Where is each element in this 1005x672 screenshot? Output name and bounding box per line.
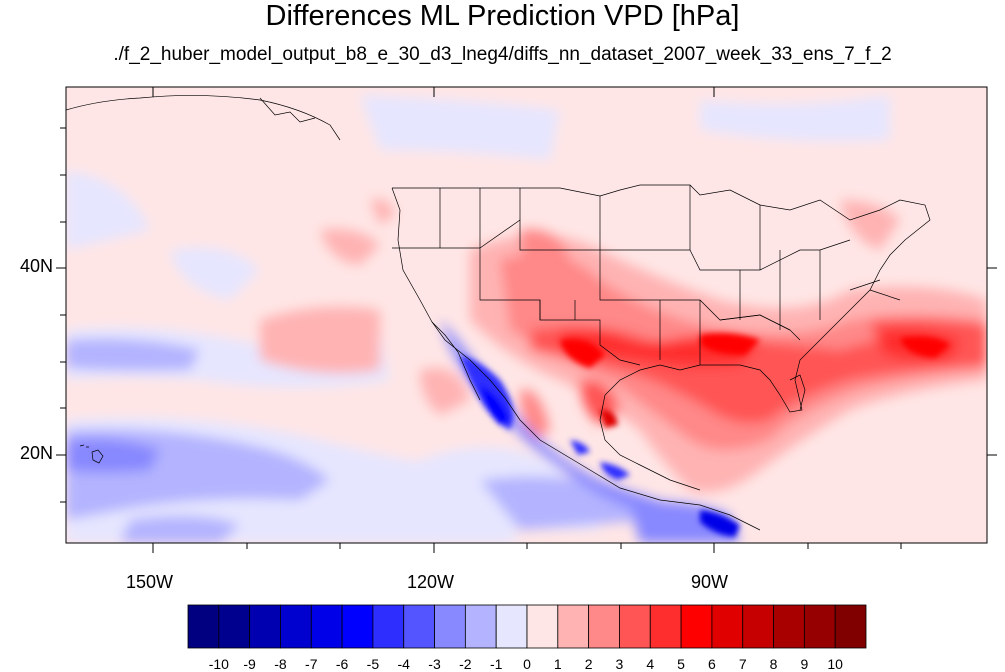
colorbar-label: 5 — [677, 656, 685, 672]
colorbar-swatch — [711, 604, 744, 649]
coastlines — [66, 95, 931, 531]
colorbar-label: -5 — [366, 656, 380, 672]
colorbar-label: 8 — [769, 656, 778, 672]
colorbar-swatch — [803, 604, 836, 649]
colorbar-label: 3 — [615, 656, 624, 672]
colorbar-label: -10 — [208, 656, 229, 672]
lat-label-40n: 40N — [20, 256, 54, 276]
colorbar-label: 7 — [738, 656, 747, 672]
colorbar-label: 1 — [553, 656, 562, 672]
colorbar-swatch — [773, 604, 805, 649]
lon-label-150w: 150W — [126, 572, 174, 592]
colorbar-label: -2 — [459, 656, 472, 672]
lon-label-120w: 120W — [407, 572, 455, 592]
colorbar-swatch — [557, 604, 590, 649]
colorbar-label: 6 — [708, 656, 716, 672]
lon-label-90w: 90W — [691, 572, 729, 592]
map-subtitle: ./f_2_huber_model_output_b8_e_30_d3_lneg… — [113, 44, 892, 65]
colorbar-swatch — [434, 604, 466, 649]
map-title: Differences ML Prediction VPD [hPa] — [265, 0, 740, 32]
colorbar-label: -6 — [335, 656, 349, 672]
colorbar-swatch — [680, 604, 713, 649]
colorbar-swatch — [464, 604, 497, 649]
colorbar-label: -7 — [305, 656, 318, 672]
colorbar-swatch — [249, 604, 281, 649]
colorbar-swatch — [649, 604, 682, 649]
colorbar-swatch — [403, 604, 435, 649]
colorbar-swatch — [834, 604, 867, 649]
lat-label-20n: 20N — [20, 443, 54, 463]
colorbar-label: -8 — [274, 656, 287, 672]
colorbar-label: 9 — [800, 656, 809, 672]
colorbar-swatch — [619, 604, 651, 649]
colorbar-swatch — [526, 604, 559, 649]
colorbar-label: 0 — [523, 656, 531, 672]
colorbar-label: 4 — [646, 656, 655, 672]
vpd-difference-field — [66, 87, 987, 543]
axis-ticks — [56, 87, 997, 553]
colorbar-swatch — [218, 604, 251, 649]
colorbar-swatch — [310, 604, 343, 649]
colorbar-swatch — [187, 604, 220, 649]
colorbar-swatch — [341, 604, 374, 649]
colorbar-label: -9 — [243, 656, 256, 672]
colorbar-label: -1 — [489, 656, 503, 672]
colorbar-swatch — [742, 604, 774, 649]
colorbar-label: 10 — [827, 656, 843, 672]
colorbar-swatch — [280, 604, 312, 649]
colorbar — [187, 604, 867, 649]
colorbar-swatch — [588, 604, 620, 649]
colorbar-swatch — [495, 604, 528, 649]
colorbar-label: -3 — [428, 656, 441, 672]
colorbar-label: 2 — [584, 656, 593, 672]
colorbar-swatch — [372, 604, 405, 649]
colorbar-label: -4 — [397, 656, 410, 672]
